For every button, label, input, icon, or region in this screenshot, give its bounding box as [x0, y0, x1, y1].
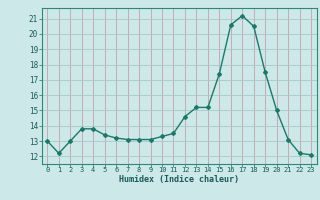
X-axis label: Humidex (Indice chaleur): Humidex (Indice chaleur) [119, 175, 239, 184]
